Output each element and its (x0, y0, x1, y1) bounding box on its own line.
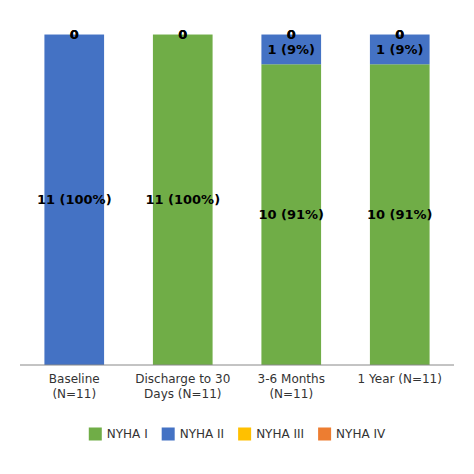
data-label: 0 (70, 27, 79, 42)
legend-label: NYHA IV (336, 427, 386, 441)
x-tick-label: 1 Year (N=11) (358, 372, 442, 386)
x-axis-line (20, 365, 454, 366)
legend-item: NYHA III (238, 427, 304, 441)
data-labels: 11 (100%) 10 (91%) 10 (91%) 11 (100%) 1 (9%)… (37, 27, 433, 222)
x-tick-label: Discharge to 30Days (N=11) (135, 372, 230, 401)
x-tick-label: Baseline(N=11) (49, 372, 100, 401)
data-label: 10 (91%) (367, 207, 433, 222)
legend-item: NYHA I (89, 427, 148, 441)
data-label: 0 (178, 27, 187, 42)
legend-swatch (89, 428, 102, 441)
legend-label: NYHA II (180, 427, 224, 441)
chart: 11 (100%) 10 (91%) 10 (91%) 11 (100%) 1 (9%)… (0, 0, 474, 474)
data-label: 11 (100%) (145, 192, 220, 207)
legend-label: NYHA I (107, 427, 148, 441)
data-label: 11 (100%) (37, 192, 112, 207)
data-label: 1 (9%) (376, 42, 424, 57)
legend-label: NYHA III (256, 427, 304, 441)
data-label: 0 (287, 27, 296, 42)
data-label: 10 (91%) (258, 207, 324, 222)
legend-swatch (238, 428, 251, 441)
x-tick-label: 3-6 Months(N=11) (258, 372, 325, 401)
data-label: 0 (70, 27, 79, 42)
legend-swatch (318, 428, 331, 441)
legend-item: NYHA IV (318, 427, 386, 441)
data-label: 0 (395, 27, 404, 42)
data-label: 0 (178, 27, 187, 42)
data-label: 1 (9%) (267, 42, 315, 57)
data-label: 0 (287, 27, 296, 42)
legend-item: NYHA II (162, 427, 224, 441)
legend-swatch (162, 428, 175, 441)
legend: NYHA I NYHA II NYHA III NYHA IV (89, 427, 386, 441)
data-label: 0 (395, 27, 404, 42)
